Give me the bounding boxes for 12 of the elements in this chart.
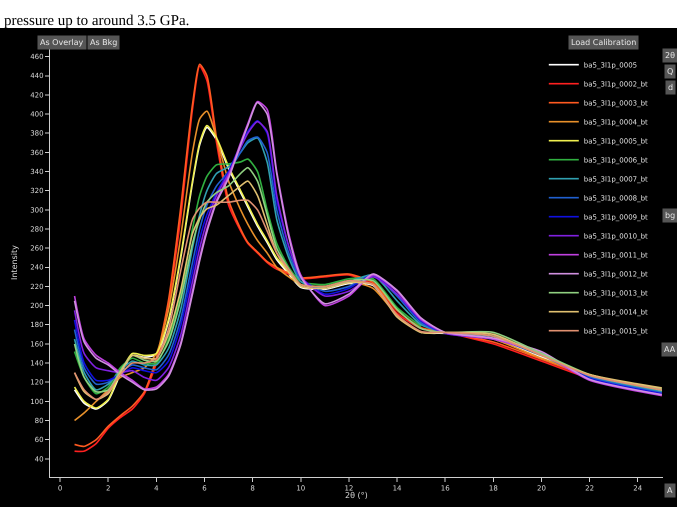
text: As Overlay [40, 38, 84, 47]
text: d [668, 83, 674, 92]
x-axis-title: 2θ (°) [345, 491, 368, 500]
text: bg [665, 211, 676, 220]
y-axis-title: Intensity [10, 244, 19, 280]
text: pressure up to around 3.5 GPa. [4, 13, 190, 29]
text: AA [664, 345, 676, 354]
text: 2θ [665, 51, 676, 60]
text: As Bkg [90, 38, 118, 47]
text: A [667, 486, 673, 495]
text: Load Calibration [571, 38, 636, 47]
text: Q [667, 67, 674, 76]
